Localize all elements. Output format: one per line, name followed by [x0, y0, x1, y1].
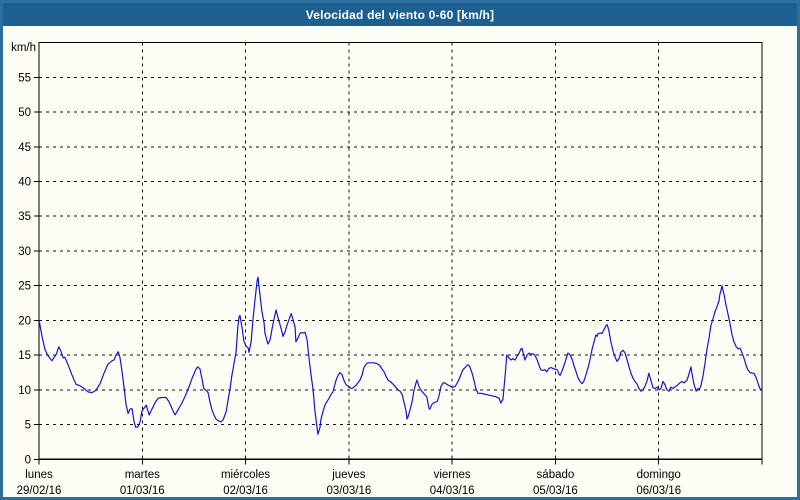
- y-tick-label: 25: [18, 281, 31, 293]
- x-day-date-label: 29/02/16: [17, 485, 62, 497]
- y-axis-unit-label: km/h: [11, 42, 36, 54]
- window-title: Velocidad del viento 0-60 [km/h]: [305, 7, 495, 22]
- x-day-date-label: 04/03/16: [430, 485, 475, 497]
- y-tick-label: 50: [18, 107, 31, 119]
- x-day-name-label: martes: [125, 469, 160, 481]
- y-tick-label: 35: [18, 211, 31, 223]
- y-tick-label: 15: [18, 350, 31, 362]
- y-tick-label: 55: [18, 72, 31, 84]
- y-tick-label: 0: [25, 454, 31, 466]
- x-day-name-label: miércoles: [221, 469, 270, 481]
- x-day-name-label: sábado: [537, 469, 575, 481]
- x-day-name-label: viernes: [434, 469, 471, 481]
- x-day-date-label: 05/03/16: [533, 485, 578, 497]
- y-tick-label: 5: [25, 420, 31, 432]
- y-tick-label: 30: [18, 246, 31, 258]
- y-tick-label: 10: [18, 385, 31, 397]
- x-day-date-label: 06/03/16: [636, 485, 681, 497]
- title-bar: Velocidad del viento 0-60 [km/h]: [3, 3, 797, 26]
- wind-speed-line: [38, 276, 763, 435]
- x-day-date-label: 02/03/16: [223, 485, 268, 497]
- x-day-name-label: lunes: [25, 469, 53, 481]
- y-tick-label: 40: [18, 177, 31, 189]
- x-day-name-label: domingo: [637, 469, 681, 481]
- y-tick-label: 20: [18, 315, 31, 327]
- x-day-name-label: jueves: [331, 469, 365, 481]
- x-day-date-label: 03/03/16: [326, 485, 371, 497]
- x-day-date-label: 01/03/16: [120, 485, 165, 497]
- plot-border: [38, 41, 763, 460]
- y-tick-label: 45: [18, 142, 31, 154]
